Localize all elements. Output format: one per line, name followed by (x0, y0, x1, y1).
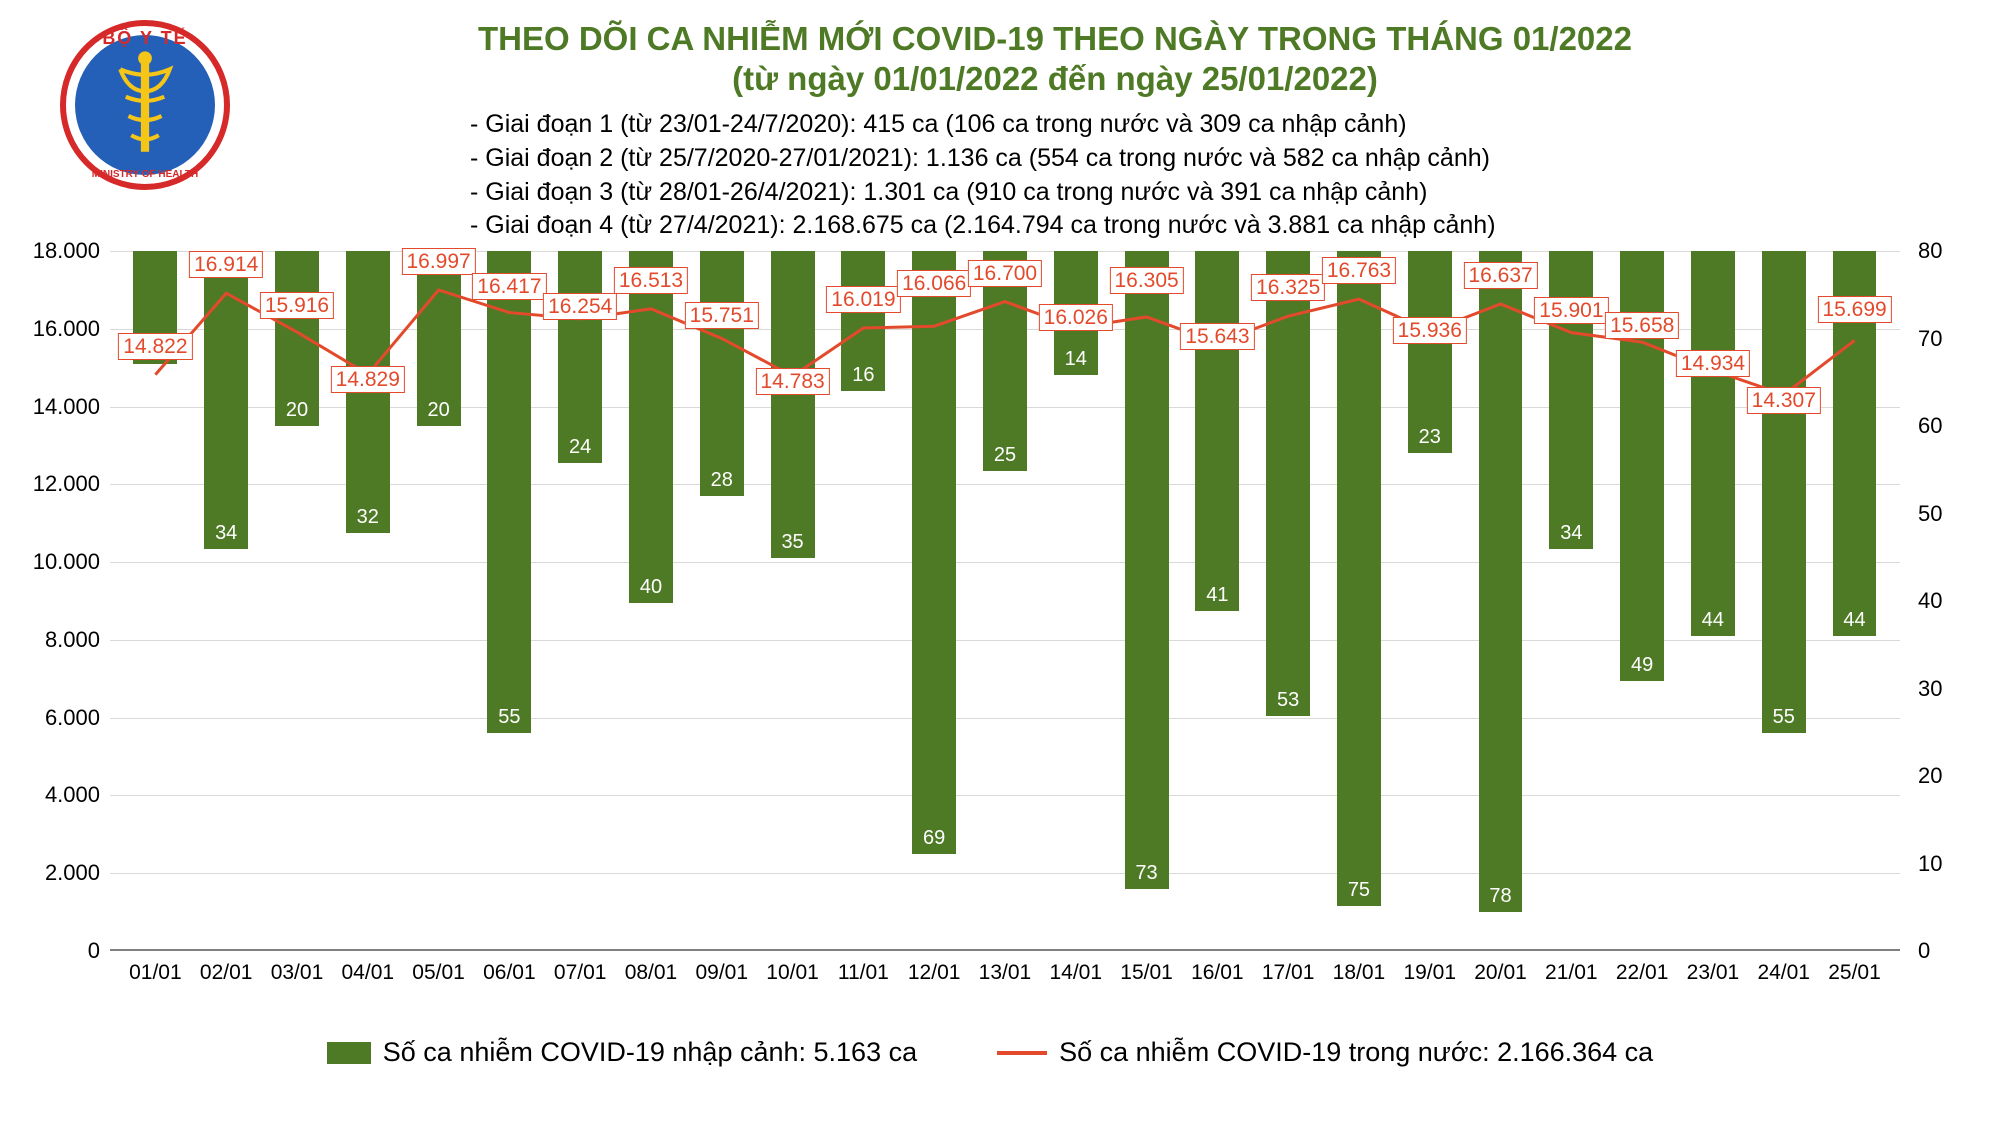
x-tick-label: 01/01 (120, 961, 191, 991)
y-right-tick: 40 (1918, 588, 1968, 614)
y-right-tick: 80 (1918, 238, 1968, 264)
line-value-label: 16.066 (897, 272, 971, 296)
phase-annotation-line: - Giai đoạn 3 (từ 28/01-26/4/2021): 1.30… (470, 176, 1860, 210)
x-tick-label: 07/01 (545, 961, 616, 991)
line-value-label: 14.934 (1676, 352, 1750, 376)
chart-area: 02.0004.0006.0008.00010.00012.00014.0001… (110, 251, 1900, 1031)
line-value-label: 14.783 (755, 370, 829, 394)
x-tick-label: 22/01 (1607, 961, 1678, 991)
y-left-tick: 18.000 (20, 238, 100, 264)
plot-area: 1334203220552440283516692514734153752378… (110, 251, 1900, 951)
x-tick-label: 24/01 (1748, 961, 1819, 991)
ministry-logo: BỘ Y TẾ ★ MINISTRY OF HEALTH (60, 20, 230, 190)
phase-annotation-line: - Giai đoạn 1 (từ 23/01-24/7/2020): 415 … (470, 108, 1860, 142)
y-right-tick: 20 (1918, 763, 1968, 789)
line-value-label: 15.658 (1605, 314, 1679, 338)
x-tick-label: 23/01 (1678, 961, 1749, 991)
x-axis-labels: 01/0102/0103/0104/0105/0106/0107/0108/01… (110, 961, 1900, 991)
y-right-tick: 60 (1918, 413, 1968, 439)
x-tick-label: 02/01 (191, 961, 262, 991)
line-value-label: 15.751 (685, 304, 759, 328)
y-left-tick: 2.000 (20, 860, 100, 886)
x-tick-label: 12/01 (899, 961, 970, 991)
line-value-label: 15.936 (1393, 319, 1467, 343)
line-chart-svg (110, 251, 1900, 951)
x-tick-label: 19/01 (1394, 961, 1465, 991)
x-tick-label: 09/01 (686, 961, 757, 991)
x-tick-label: 13/01 (970, 961, 1041, 991)
line-value-label: 14.307 (1747, 389, 1821, 413)
logo-top-text: BỘ Y TẾ (66, 28, 224, 49)
line-value-label: 14.829 (331, 368, 405, 392)
x-tick-label: 04/01 (332, 961, 403, 991)
y-left-tick: 6.000 (20, 705, 100, 731)
line-value-label: 15.643 (1180, 325, 1254, 349)
phase-annotations: - Giai đoạn 1 (từ 23/01-24/7/2020): 415 … (470, 108, 1860, 243)
y-left-tick: 12.000 (20, 471, 100, 497)
x-tick-label: 05/01 (403, 961, 474, 991)
x-tick-label: 18/01 (1324, 961, 1395, 991)
x-tick-label: 15/01 (1111, 961, 1182, 991)
x-tick-label: 06/01 (474, 961, 545, 991)
y-left-tick: 4.000 (20, 782, 100, 808)
y-left-tick: 8.000 (20, 627, 100, 653)
x-tick-label: 08/01 (616, 961, 687, 991)
line-value-label: 16.914 (189, 253, 263, 277)
header: BỘ Y TẾ ★ MINISTRY OF HEALTH THEO DÕI CA… (20, 20, 1960, 243)
chart-title-line2: (từ ngày 01/01/2022 đến ngày 25/01/2022) (250, 60, 1860, 98)
logo-bottom-text: MINISTRY OF HEALTH (66, 169, 224, 180)
legend-bar-item: Số ca nhiễm COVID-19 nhập cảnh: 5.163 ca (327, 1037, 917, 1068)
y-right-tick: 0 (1918, 938, 1968, 964)
line-value-label: 16.700 (968, 262, 1042, 286)
legend-bar-swatch (327, 1042, 371, 1064)
y-left-tick: 14.000 (20, 394, 100, 420)
y-axis-left: 02.0004.0006.0008.00010.00012.00014.0001… (20, 251, 100, 951)
x-tick-label: 25/01 (1819, 961, 1890, 991)
chart-container: BỘ Y TẾ ★ MINISTRY OF HEALTH THEO DÕI CA… (20, 20, 1960, 1068)
line-value-label: 16.254 (543, 295, 617, 319)
line-value-label: 15.699 (1817, 298, 1891, 322)
legend-line-swatch (997, 1051, 1047, 1055)
line-value-label: 16.325 (1251, 276, 1325, 300)
y-axis-right: 01020304050607080 (1910, 251, 1960, 951)
y-right-tick: 30 (1918, 676, 1968, 702)
x-tick-label: 03/01 (262, 961, 333, 991)
chart-title-line1: THEO DÕI CA NHIỄM MỚI COVID-19 THEO NGÀY… (250, 20, 1860, 58)
y-left-tick: 10.000 (20, 549, 100, 575)
x-tick-label: 11/01 (828, 961, 899, 991)
y-right-tick: 10 (1918, 851, 1968, 877)
line-value-label: 16.763 (1322, 259, 1396, 283)
line-value-label: 16.417 (472, 275, 546, 299)
x-tick-label: 10/01 (757, 961, 828, 991)
y-right-tick: 50 (1918, 501, 1968, 527)
line-value-label: 16.637 (1463, 264, 1537, 288)
line-value-label: 16.997 (401, 250, 475, 274)
x-tick-label: 20/01 (1465, 961, 1536, 991)
line-value-label: 15.916 (260, 294, 334, 318)
y-right-tick: 70 (1918, 326, 1968, 352)
phase-annotation-line: - Giai đoạn 4 (từ 27/4/2021): 2.168.675 … (470, 209, 1860, 243)
phase-annotation-line: - Giai đoạn 2 (từ 25/7/2020-27/01/2021):… (470, 142, 1860, 176)
legend: Số ca nhiễm COVID-19 nhập cảnh: 5.163 ca… (20, 1037, 1960, 1068)
y-left-tick: 16.000 (20, 316, 100, 342)
legend-line-label: Số ca nhiễm COVID-19 trong nước: 2.166.3… (1059, 1037, 1653, 1068)
title-block: THEO DÕI CA NHIỄM MỚI COVID-19 THEO NGÀY… (250, 20, 1960, 243)
x-tick-label: 14/01 (1040, 961, 1111, 991)
line-value-label: 16.305 (1109, 269, 1183, 293)
x-tick-label: 17/01 (1253, 961, 1324, 991)
legend-bar-label: Số ca nhiễm COVID-19 nhập cảnh: 5.163 ca (383, 1037, 917, 1068)
line-value-label: 14.822 (118, 335, 192, 359)
line-value-label: 16.019 (826, 288, 900, 312)
legend-line-item: Số ca nhiễm COVID-19 trong nước: 2.166.3… (997, 1037, 1653, 1068)
x-tick-label: 16/01 (1182, 961, 1253, 991)
line-value-label: 16.513 (614, 269, 688, 293)
line-value-label: 16.026 (1039, 306, 1113, 330)
y-left-tick: 0 (20, 938, 100, 964)
line-value-label: 15.901 (1534, 299, 1608, 323)
x-tick-label: 21/01 (1536, 961, 1607, 991)
